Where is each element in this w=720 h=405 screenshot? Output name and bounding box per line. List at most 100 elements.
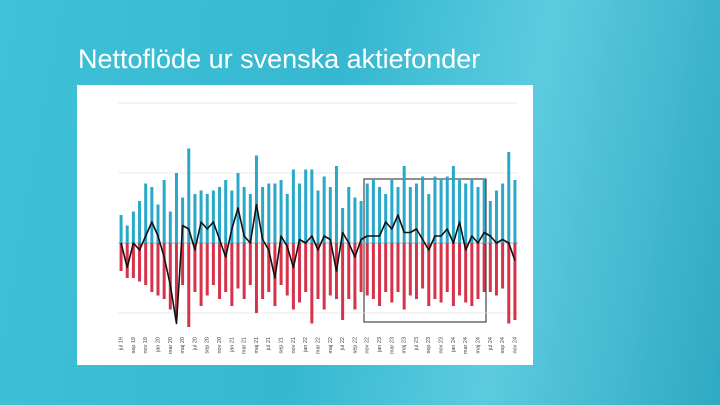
bar bbox=[378, 243, 382, 306]
x-tick-label: mar 22 bbox=[315, 337, 321, 354]
x-tick-label: jul 23 bbox=[414, 337, 420, 351]
x-tick-label: sep 21 bbox=[279, 337, 285, 354]
bar bbox=[501, 243, 505, 289]
bar bbox=[193, 194, 197, 243]
bar bbox=[254, 243, 258, 313]
bar bbox=[199, 190, 203, 243]
bar bbox=[162, 243, 166, 299]
chart-panel: jul 19 sep 19 nov 19 jan 20 mar 20 maj 20 jul … bbox=[77, 85, 533, 365]
bar bbox=[224, 180, 228, 243]
x-tick-label: nov 20 bbox=[217, 337, 223, 354]
bar bbox=[261, 243, 265, 299]
bar bbox=[242, 187, 246, 243]
bar bbox=[347, 187, 351, 243]
bar bbox=[408, 243, 412, 296]
bar bbox=[193, 243, 197, 292]
bar bbox=[359, 201, 363, 243]
bar bbox=[421, 176, 425, 243]
bar bbox=[156, 204, 160, 243]
bar bbox=[267, 243, 271, 292]
bar bbox=[458, 180, 462, 243]
x-tick-label: maj 21 bbox=[254, 337, 260, 354]
x-tick-label: sep 23 bbox=[426, 337, 432, 354]
bar bbox=[285, 194, 289, 243]
x-tick-label: mar 24 bbox=[463, 337, 469, 354]
bar bbox=[131, 211, 135, 243]
x-tick-label: maj 22 bbox=[328, 337, 334, 354]
bar bbox=[353, 243, 357, 310]
bar bbox=[242, 243, 246, 299]
bar bbox=[334, 166, 338, 243]
bar bbox=[494, 243, 498, 296]
bar bbox=[174, 173, 178, 243]
bar bbox=[199, 243, 203, 306]
x-tick-label: nov 19 bbox=[143, 337, 149, 354]
bar bbox=[507, 152, 511, 243]
bar bbox=[476, 187, 480, 243]
bar bbox=[304, 243, 308, 292]
bar bbox=[482, 243, 486, 292]
x-tick-label: mar 21 bbox=[242, 337, 248, 354]
x-tick-label: jul 22 bbox=[340, 337, 346, 351]
bar bbox=[414, 243, 418, 299]
bar bbox=[261, 187, 265, 243]
bar bbox=[273, 183, 277, 243]
x-tick-label: sep 20 bbox=[205, 337, 211, 354]
bar bbox=[390, 243, 394, 303]
bar bbox=[378, 187, 382, 243]
bar bbox=[365, 243, 369, 296]
bar bbox=[144, 183, 148, 243]
bar bbox=[408, 187, 412, 243]
x-tick-label: jan 22 bbox=[303, 337, 309, 353]
bar bbox=[138, 201, 142, 243]
bar bbox=[119, 215, 123, 243]
bar bbox=[396, 243, 400, 292]
bar bbox=[488, 243, 492, 292]
bar bbox=[150, 187, 154, 243]
x-tick-label: maj 20 bbox=[180, 337, 186, 354]
bar bbox=[322, 176, 326, 243]
slide-title: Nettoflöde ur svenska aktiefonder bbox=[78, 44, 481, 74]
bar bbox=[433, 176, 437, 243]
x-tick-label: jul 24 bbox=[488, 337, 494, 351]
x-tick-label: sep 19 bbox=[131, 337, 137, 354]
bar bbox=[150, 243, 154, 292]
bar bbox=[328, 243, 332, 296]
bar bbox=[236, 243, 240, 289]
bar bbox=[230, 243, 234, 306]
bar bbox=[451, 243, 455, 306]
bar bbox=[458, 243, 462, 296]
bar bbox=[494, 190, 498, 243]
bar bbox=[439, 180, 443, 243]
x-tick-label: mar 20 bbox=[168, 337, 174, 354]
bar bbox=[248, 243, 252, 285]
bar bbox=[285, 243, 289, 296]
bar bbox=[482, 180, 486, 243]
bar bbox=[218, 187, 222, 243]
bar bbox=[371, 180, 375, 243]
x-tick-label: maj 24 bbox=[475, 337, 481, 354]
bar bbox=[427, 194, 431, 243]
bar bbox=[451, 166, 455, 243]
bar bbox=[119, 243, 123, 271]
bar bbox=[310, 243, 314, 324]
bar bbox=[390, 180, 394, 243]
x-tick-label: mar 23 bbox=[389, 337, 395, 354]
x-tick-label: jan 23 bbox=[377, 337, 383, 353]
bar bbox=[402, 243, 406, 310]
x-tick-label: nov 21 bbox=[291, 337, 297, 354]
bar bbox=[353, 197, 357, 243]
bar bbox=[181, 243, 185, 285]
highlight-box bbox=[363, 178, 487, 323]
x-tick-label: nov 22 bbox=[365, 337, 371, 354]
bar bbox=[488, 201, 492, 243]
chart: jul 19 sep 19 nov 19 jan 20 mar 20 maj 20 jul … bbox=[118, 102, 518, 354]
bar bbox=[414, 183, 418, 243]
x-tick-label: jan 24 bbox=[451, 337, 457, 353]
bar bbox=[291, 169, 295, 243]
bar bbox=[156, 243, 160, 296]
x-tick-label: nov 24 bbox=[512, 337, 518, 354]
bar bbox=[513, 180, 517, 243]
bar bbox=[359, 243, 363, 292]
bar bbox=[470, 180, 474, 243]
